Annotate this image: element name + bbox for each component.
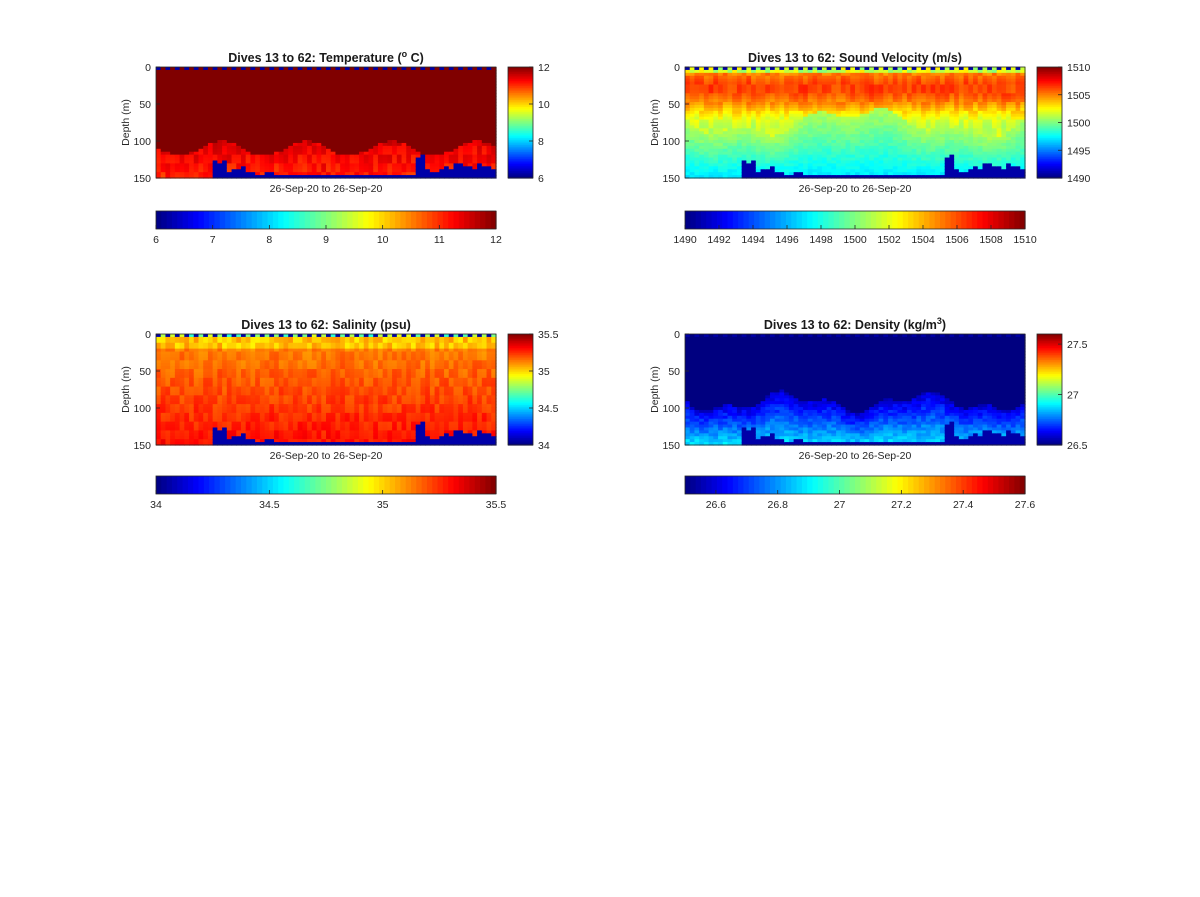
colorbar-tick-label: 6 [153,234,159,246]
colorbar-swatch [167,211,173,229]
colorbar-swatch [432,211,438,229]
heatmap-panel-temperature: Dives 13 to 62: Temperature (o C) 0 50 100 1… [120,49,550,246]
colorbar-swatch [257,211,263,229]
colorbar-tick-label: 12 [490,234,502,246]
colorbar-swatch [214,211,220,229]
colorbar-swatch [284,211,290,229]
colorbar-swatch [416,211,422,229]
colorbar-swatch [294,211,300,229]
colorbar-swatch [454,211,460,229]
colorbar-swatch [236,211,242,229]
colorbar-swatch [241,211,247,229]
colorbar-swatch [273,211,279,229]
y-axis-label: Depth (m) [120,99,132,146]
colorbar-swatch [459,211,465,229]
colorbar-tick-label: 6 [538,173,544,185]
colorbar-swatch [374,211,380,229]
chart-title: Dives 13 to 62: Temperature (o C) [228,49,424,65]
colorbar-swatch [209,211,215,229]
colorbar-swatch [469,211,475,229]
x-axis-label: 26-Sep-20 to 26-Sep-20 [270,183,383,195]
colorbar-swatch [177,211,183,229]
colorbar-swatch [225,211,231,229]
colorbar-swatch [315,211,321,229]
colorbar-swatch [188,211,194,229]
colorbar-swatch [230,211,236,229]
colorbar-swatch [400,211,406,229]
heatmap-panel-sound-velocity: Dives 13 to 62: Sound Velocity (m/s)0501… [649,51,1091,246]
colorbar-swatch [246,211,252,229]
colorbar-swatch [448,211,454,229]
colorbar-swatch [438,211,444,229]
colorbar-tick-label: 10 [538,99,550,111]
y-tick-label: 50 [139,99,151,111]
colorbar-swatch [411,211,417,229]
colorbar-swatch [475,211,481,229]
chart-title: Dives 13 to 62: Sound Velocity (m/s) [748,51,962,65]
colorbar-swatch [363,211,369,229]
colorbar-swatch [331,211,337,229]
colorbar-swatch [353,211,359,229]
colorbar-swatch [305,211,311,229]
colorbar-swatch [161,211,167,229]
heatmap-cells [156,67,497,179]
colorbar-swatch [485,211,491,229]
colorbar-swatch [422,211,428,229]
colorbar-swatch [390,211,396,229]
colorbar-swatch [278,211,284,229]
colorbar-swatch [156,211,162,229]
colorbar-swatch [480,211,486,229]
colorbar-swatch [199,211,205,229]
colorbar-tick-label: 8 [266,234,272,246]
colorbar-swatch [347,211,353,229]
colorbar-tick-label: 8 [538,136,544,148]
y-tick-label: 0 [145,62,151,74]
colorbar-swatch [395,211,401,229]
colorbar-tick-label: 12 [538,62,550,74]
colorbar-tick-label: 11 [434,234,445,246]
colorbar-swatch [262,211,268,229]
colorbar-swatch [443,211,449,229]
colorbar-tick-label: 9 [323,234,329,246]
colorbar-swatch [183,211,189,229]
colorbar-swatch [193,211,199,229]
y-tick-label: 150 [133,173,151,185]
colorbar-swatch [326,211,332,229]
colorbar-swatch [384,211,390,229]
colorbar-swatch [252,211,258,229]
colorbar-tick-label: 7 [210,234,216,246]
colorbar-swatch [358,211,364,229]
colorbar-swatch [172,211,178,229]
colorbar-swatch [220,211,226,229]
colorbar-vertical: 12 10 8 6 [508,62,550,185]
y-tick-label: 100 [133,136,151,148]
colorbar-swatch [406,211,412,229]
colorbar-horizontal: 6 7 8 9 10 11 12 [153,211,502,246]
heatmap-cells [685,67,1026,179]
colorbar-tick-label: 10 [377,234,389,246]
colorbar-swatch [268,211,274,229]
colorbar-swatch [299,211,305,229]
colorbar-swatch [369,211,375,229]
colorbar-swatch [289,211,295,229]
colorbar-swatch [464,211,470,229]
colorbar-swatch [342,211,348,229]
colorbar-swatch [379,211,385,229]
colorbar-swatch [337,211,343,229]
colorbar-swatch [310,211,316,229]
colorbar-swatch [204,211,210,229]
colorbar-swatch [427,211,433,229]
